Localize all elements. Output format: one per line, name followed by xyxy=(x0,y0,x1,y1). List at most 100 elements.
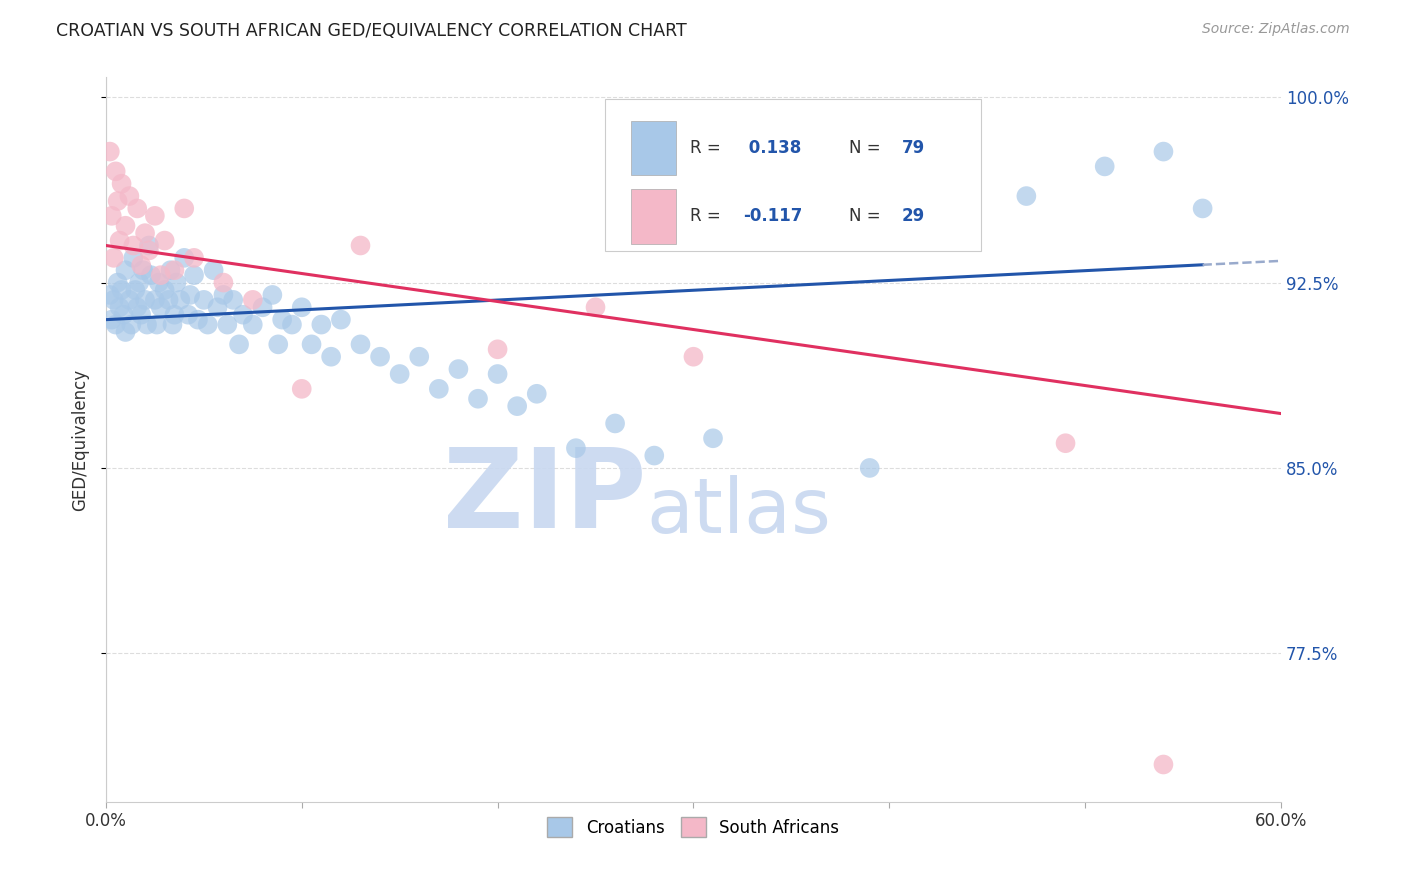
Point xyxy=(169,293,191,307)
Point xyxy=(98,288,121,302)
Point xyxy=(118,293,141,307)
Point xyxy=(183,268,205,282)
Point xyxy=(138,244,160,258)
Point xyxy=(267,337,290,351)
Point xyxy=(114,263,136,277)
Point xyxy=(447,362,470,376)
Point xyxy=(301,337,323,351)
Point xyxy=(408,350,430,364)
Point xyxy=(136,318,159,332)
Point xyxy=(138,238,160,252)
Point xyxy=(112,308,135,322)
Point xyxy=(149,300,172,314)
Point xyxy=(368,350,391,364)
Text: -0.117: -0.117 xyxy=(742,208,803,226)
Point xyxy=(202,263,225,277)
Text: 79: 79 xyxy=(901,138,925,157)
Point xyxy=(118,189,141,203)
Point xyxy=(120,318,142,332)
Point xyxy=(173,202,195,216)
Point xyxy=(129,258,152,272)
Point xyxy=(183,251,205,265)
Text: 0.138: 0.138 xyxy=(742,138,801,157)
Point xyxy=(134,226,156,240)
Point xyxy=(1152,145,1174,159)
Point xyxy=(114,219,136,233)
Point xyxy=(232,308,254,322)
Point xyxy=(132,263,155,277)
Point xyxy=(143,293,166,307)
Point xyxy=(163,308,186,322)
Point xyxy=(122,251,145,265)
Point xyxy=(212,276,235,290)
Point xyxy=(101,312,124,326)
Point xyxy=(467,392,489,406)
Point xyxy=(107,276,129,290)
Point xyxy=(281,318,304,332)
Point xyxy=(110,177,132,191)
Text: R =: R = xyxy=(690,138,725,157)
Point xyxy=(291,382,314,396)
FancyBboxPatch shape xyxy=(631,120,676,175)
Point xyxy=(157,293,180,307)
Point xyxy=(177,308,200,322)
Text: N =: N = xyxy=(849,138,886,157)
Point xyxy=(173,251,195,265)
Text: Source: ZipAtlas.com: Source: ZipAtlas.com xyxy=(1202,22,1350,37)
FancyBboxPatch shape xyxy=(606,99,981,252)
Point xyxy=(207,300,229,314)
Text: N =: N = xyxy=(849,208,886,226)
Point xyxy=(143,209,166,223)
Point xyxy=(1015,189,1038,203)
Point xyxy=(217,318,239,332)
Point xyxy=(148,276,170,290)
Point xyxy=(603,417,626,431)
Point xyxy=(127,300,149,314)
Point xyxy=(122,238,145,252)
Point xyxy=(682,350,704,364)
Point xyxy=(103,251,125,265)
Point xyxy=(1094,160,1116,174)
Point xyxy=(349,337,371,351)
Point xyxy=(129,308,152,322)
Point xyxy=(193,293,215,307)
Text: 29: 29 xyxy=(901,208,925,226)
Point xyxy=(104,318,127,332)
Text: ZIP: ZIP xyxy=(443,444,647,551)
FancyBboxPatch shape xyxy=(631,189,676,244)
Point xyxy=(311,318,333,332)
Point xyxy=(486,343,509,357)
Point xyxy=(329,312,352,326)
Point xyxy=(134,293,156,307)
Point xyxy=(187,312,209,326)
Point xyxy=(212,288,235,302)
Point xyxy=(643,449,665,463)
Text: atlas: atlas xyxy=(647,475,831,549)
Point xyxy=(565,441,588,455)
Point xyxy=(163,263,186,277)
Point xyxy=(526,386,548,401)
Point xyxy=(165,276,187,290)
Legend: Croatians, South Africans: Croatians, South Africans xyxy=(541,810,846,844)
Point xyxy=(242,293,264,307)
Text: R =: R = xyxy=(690,208,725,226)
Point xyxy=(103,293,125,307)
Point xyxy=(114,325,136,339)
Text: CROATIAN VS SOUTH AFRICAN GED/EQUIVALENCY CORRELATION CHART: CROATIAN VS SOUTH AFRICAN GED/EQUIVALENC… xyxy=(56,22,688,40)
Point xyxy=(1054,436,1077,450)
Point xyxy=(252,300,274,314)
Point xyxy=(128,276,150,290)
Point xyxy=(349,238,371,252)
Y-axis label: GED/Equivalency: GED/Equivalency xyxy=(72,368,89,510)
Point xyxy=(108,300,131,314)
Point xyxy=(108,234,131,248)
Point xyxy=(1191,202,1213,216)
Point xyxy=(271,312,294,326)
Point xyxy=(388,367,411,381)
Point xyxy=(321,350,343,364)
Point xyxy=(153,283,176,297)
Point xyxy=(101,209,124,223)
Point xyxy=(104,164,127,178)
Point xyxy=(146,318,169,332)
Point xyxy=(127,202,149,216)
